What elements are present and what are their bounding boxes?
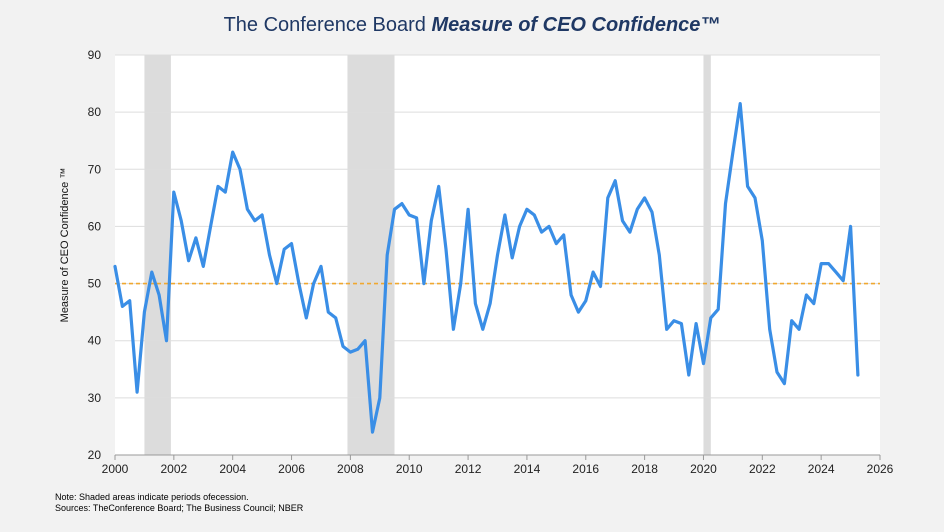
recession-note: Note: Shaded areas indicate periods ofec…	[55, 492, 249, 502]
y-tick-labels: 20 30 40 50 60 70 80 90	[88, 48, 102, 462]
recession-band-3	[703, 55, 711, 455]
x-tick-2004: 2004	[219, 462, 246, 476]
y-tick-90: 90	[88, 48, 102, 62]
x-tick-2000: 2000	[102, 462, 129, 476]
y-tick-30: 30	[88, 391, 102, 405]
x-tick-2020: 2020	[690, 462, 717, 476]
x-tick-2008: 2008	[337, 462, 364, 476]
x-tick-2026: 2026	[867, 462, 894, 476]
x-tick-2016: 2016	[572, 462, 599, 476]
y-tick-60: 60	[88, 219, 102, 233]
x-tick-2014: 2014	[514, 462, 541, 476]
y-axis-label: Measure of CEO Confidence ™	[59, 168, 71, 323]
x-tick-2010: 2010	[396, 462, 423, 476]
x-tick-2018: 2018	[631, 462, 658, 476]
x-tick-2022: 2022	[749, 462, 776, 476]
x-tick-2012: 2012	[455, 462, 482, 476]
y-tick-70: 70	[88, 162, 102, 176]
x-tick-2024: 2024	[808, 462, 835, 476]
title-emphasis: Measure of CEO Confidence™	[431, 14, 721, 36]
series-line	[113, 102, 860, 434]
y-tick-40: 40	[88, 334, 102, 348]
y-tick-80: 80	[88, 105, 102, 119]
chart-title: The Conference Board Measure of CEO Conf…	[0, 14, 944, 37]
title-plain: The Conference Board	[223, 14, 432, 36]
y-tick-20: 20	[88, 448, 102, 462]
y-tick-50: 50	[88, 277, 102, 291]
x-tick-2002: 2002	[160, 462, 187, 476]
recession-band-1	[144, 55, 171, 455]
x-tick-2006: 2006	[278, 462, 305, 476]
sources-note: Sources: TheConference Board; The Busine…	[55, 503, 304, 513]
x-tick-labels: 2000 2002 2004 2006 2008 2010 2012 2014 2016 2018…	[102, 455, 894, 476]
